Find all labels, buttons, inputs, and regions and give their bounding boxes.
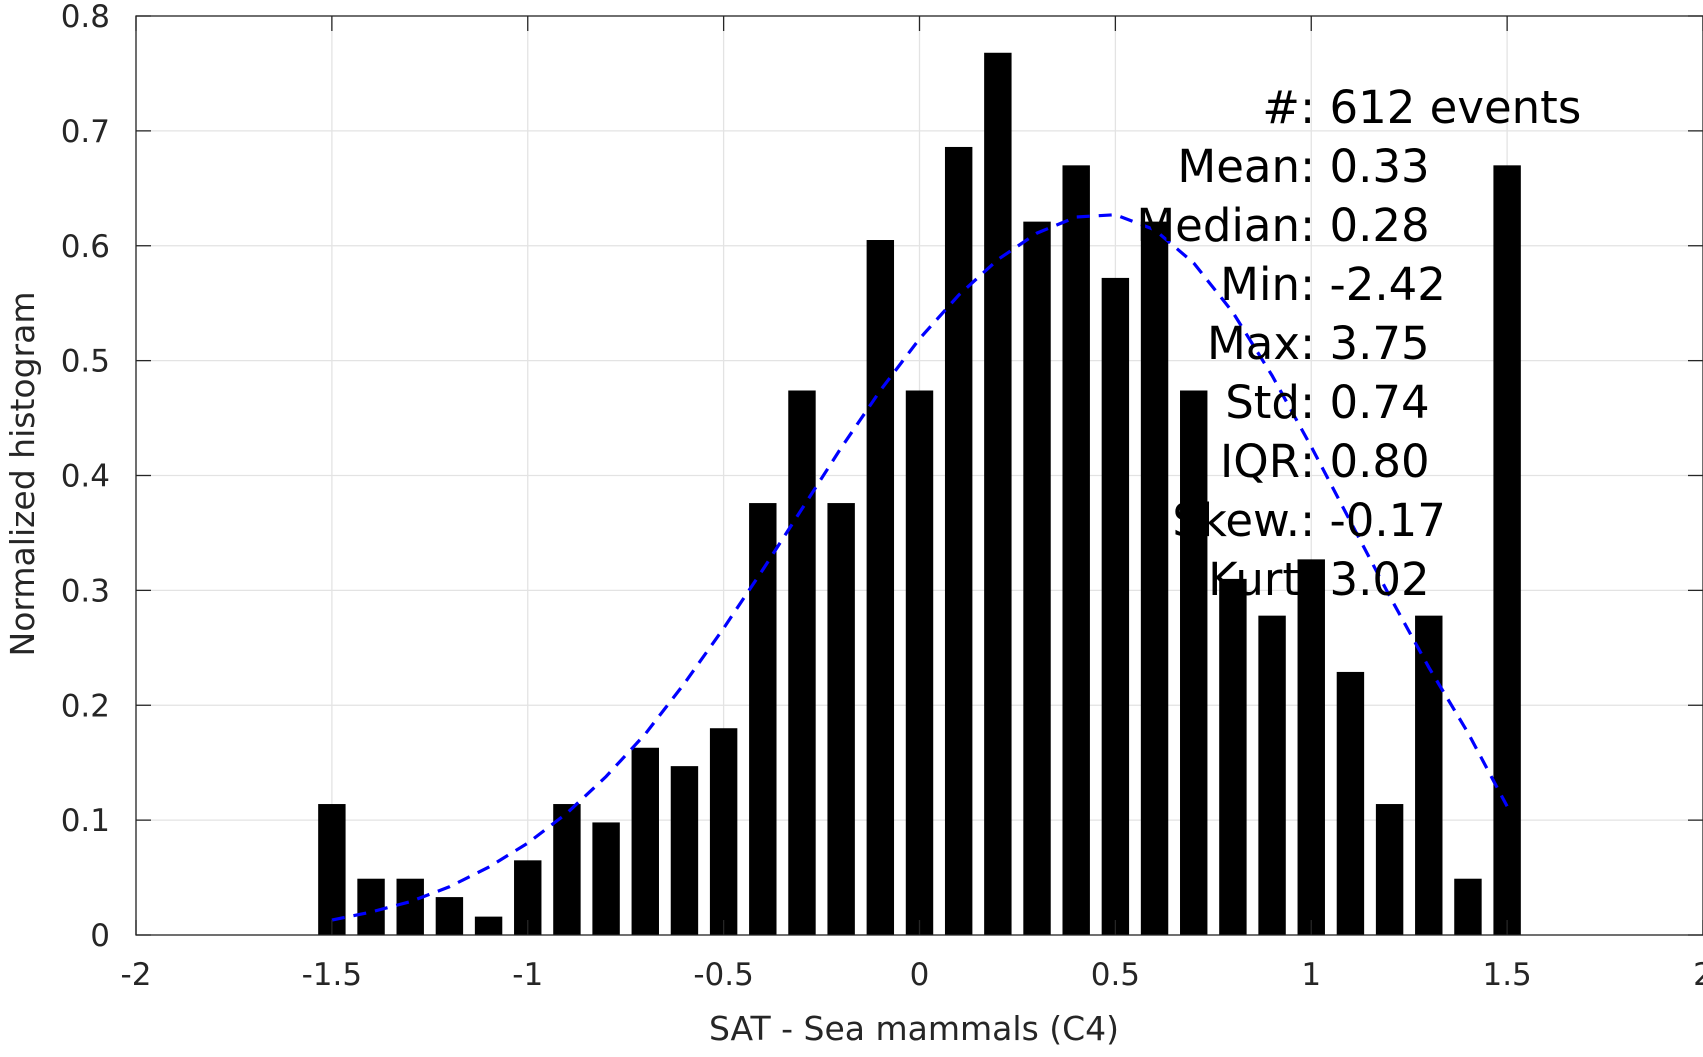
histogram-bar [1415, 615, 1443, 935]
histogram-bar [788, 390, 816, 935]
histogram-bar [435, 897, 464, 935]
stat-value: : -0.17 [1300, 494, 1446, 547]
y-axis-title: Normalized histogram [3, 292, 42, 657]
histogram-bar [749, 503, 777, 935]
x-tick-label: 2 [1693, 957, 1703, 993]
stat-label: Min [1220, 258, 1300, 311]
histogram-bar [396, 878, 424, 935]
x-tick-label: 0 [910, 957, 930, 993]
histogram-bar [905, 390, 934, 935]
histogram-bar [1297, 559, 1325, 935]
histogram-bar [1336, 671, 1365, 935]
axes [135, 15, 1703, 936]
histogram-bar [1493, 165, 1521, 935]
stat-label: Median [1136, 199, 1300, 252]
histogram-bar [1101, 277, 1130, 935]
histogram-bar [631, 747, 659, 935]
stat-value: : 0.33 [1300, 140, 1430, 193]
x-tick-label: -1 [512, 957, 543, 993]
y-tick-label: 0 [90, 918, 110, 954]
histogram-bar [553, 804, 581, 935]
histogram-bar [984, 52, 1012, 935]
stat-value: : 0.80 [1300, 435, 1430, 488]
y-tick-label: 0.5 [61, 344, 110, 380]
histogram-bar [827, 503, 855, 935]
stat-label: IQR [1220, 435, 1300, 488]
stat-label: Std [1225, 376, 1300, 429]
histogram-bar [1258, 615, 1286, 935]
x-tick-label: 1 [1301, 957, 1321, 993]
x-tick-label: -2 [121, 957, 152, 993]
histogram-bar [318, 804, 346, 935]
histogram-bar [709, 728, 738, 935]
x-tick-label: -0.5 [693, 957, 754, 993]
y-tick-label: 0.4 [61, 459, 110, 495]
stat-label: Skew. [1172, 494, 1300, 547]
histogram-bar [1219, 578, 1247, 935]
stat-value: : 3.02 [1300, 553, 1430, 606]
histogram-bar [474, 916, 503, 935]
y-tick-label: 0.2 [61, 688, 110, 724]
histogram-bar [944, 146, 973, 935]
histogram-bars [318, 52, 1521, 936]
x-tick-label: 0.5 [1091, 957, 1140, 993]
histogram-bar [357, 878, 385, 935]
y-tick-label: 0.3 [61, 573, 110, 609]
x-axis-title: SAT - Sea mammals (C4) [709, 1009, 1119, 1048]
histogram-bar [670, 766, 699, 935]
x-tick-label: 1.5 [1482, 957, 1531, 993]
tick-labels: -2 -1.5 -1 -0.5 0 0.5 1 1.5 2 0 0.1 0.2 0.3 0.4 0.5 0.6… [61, 0, 1703, 993]
y-tick-label: 0.1 [61, 803, 110, 839]
stat-value: : 612 events [1300, 81, 1581, 134]
x-tick-label: -1.5 [302, 957, 363, 993]
histogram-bar [1454, 878, 1482, 935]
stat-value: : 0.28 [1300, 199, 1430, 252]
stat-value: : 3.75 [1300, 317, 1430, 370]
y-tick-label: 0.8 [61, 0, 110, 35]
histogram-bar [1375, 804, 1404, 935]
stat-label: Max [1207, 317, 1300, 370]
stat-value: : 0.74 [1300, 376, 1430, 429]
y-tick-label: 0.7 [61, 114, 110, 150]
histogram-bar [1062, 165, 1090, 935]
stat-label: Kurt [1208, 553, 1300, 606]
histogram-bar [1180, 390, 1208, 935]
histogram-bar [866, 240, 895, 936]
stat-label: Mean [1177, 140, 1300, 193]
y-tick-label: 0.6 [61, 229, 110, 265]
stat-label: # [1262, 81, 1300, 134]
histogram-bar [1140, 221, 1169, 936]
stat-value: : -2.42 [1300, 258, 1446, 311]
histogram-bar [1023, 221, 1051, 936]
histogram-bar [592, 822, 620, 935]
